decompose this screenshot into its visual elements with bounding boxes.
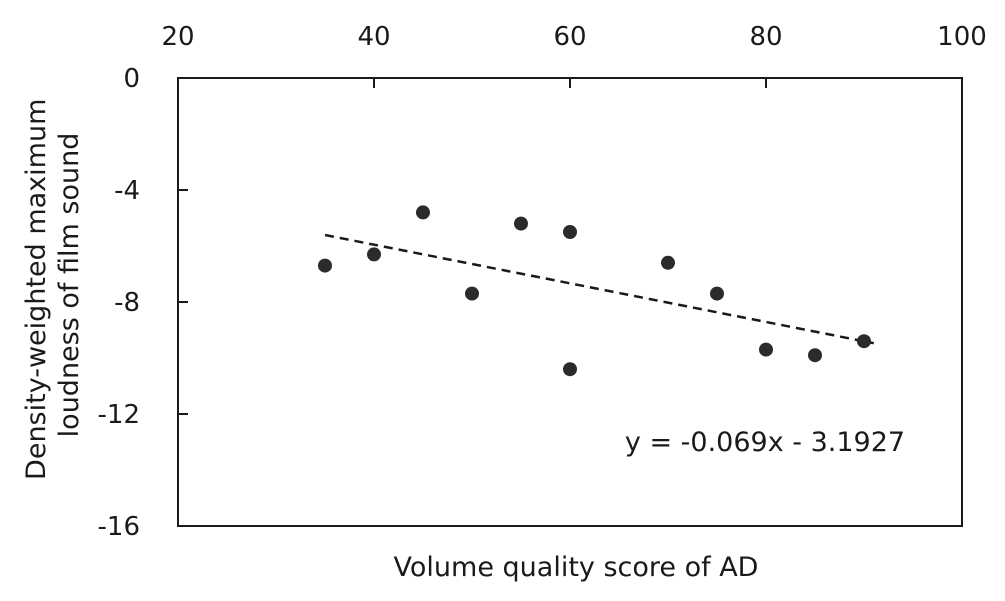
data-point <box>857 334 871 349</box>
data-point <box>465 286 479 301</box>
y-tick-label: -12 <box>98 400 140 430</box>
y-tick-label: -8 <box>114 288 140 318</box>
data-point <box>416 205 430 220</box>
data-points <box>318 205 871 377</box>
trendline <box>324 233 875 345</box>
data-point <box>514 216 528 231</box>
data-point <box>759 342 773 357</box>
y-axis-title-line-2: loudness of film sound <box>54 133 85 438</box>
y-axis-title-line-1: Density-weighted maximum <box>21 99 52 480</box>
x-tick-label: 100 <box>937 22 987 52</box>
y-axis-title: Density-weighted maximum loudness of fil… <box>21 90 85 480</box>
y-tick-label: -4 <box>114 176 140 206</box>
x-axis-title: Volume quality score of AD <box>394 552 759 583</box>
data-point <box>367 247 381 262</box>
x-tick-label: 20 <box>161 22 194 52</box>
y-tick-label: -16 <box>98 512 140 542</box>
data-point <box>318 258 332 273</box>
x-tick-label: 40 <box>357 22 390 52</box>
data-point <box>710 286 724 301</box>
plot-frame <box>177 77 963 527</box>
x-tick-label: 60 <box>553 22 586 52</box>
data-point <box>808 348 822 363</box>
y-axis-ticks: 0 -4 -8 -12 -16 <box>98 64 188 542</box>
data-point <box>563 362 577 377</box>
x-axis-ticks: 20 40 60 80 100 <box>161 22 987 88</box>
y-tick-label: 0 <box>123 64 140 94</box>
x-tick-label: 80 <box>749 22 782 52</box>
data-point <box>563 225 577 239</box>
trendline-equation: y = -0.069x - 3.1927 <box>625 427 905 458</box>
data-point <box>661 255 675 270</box>
